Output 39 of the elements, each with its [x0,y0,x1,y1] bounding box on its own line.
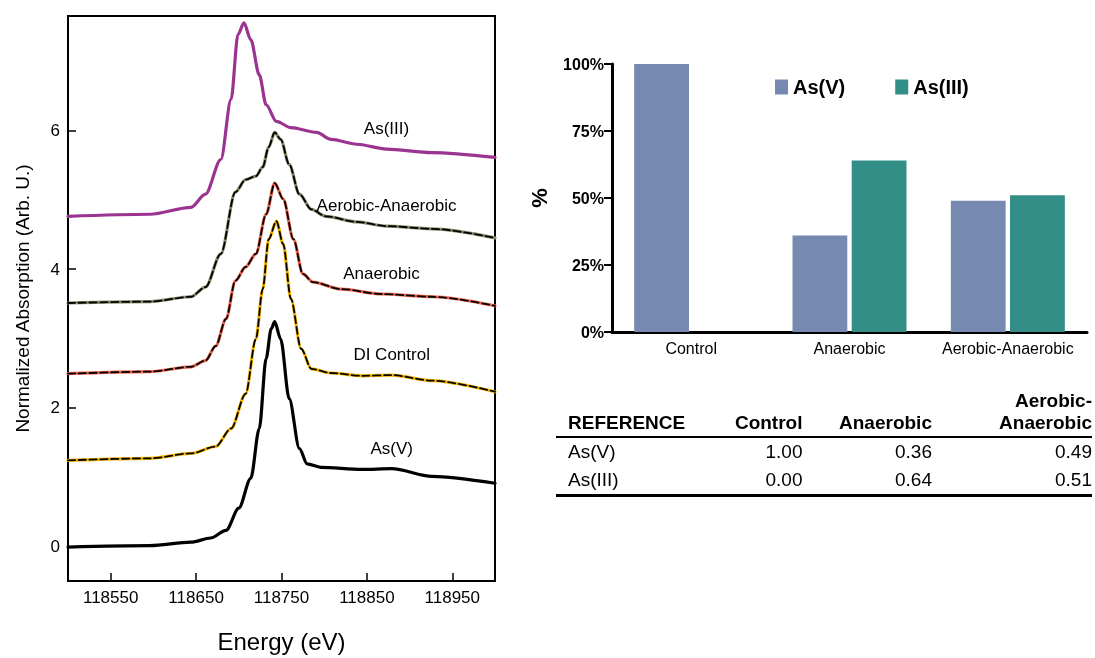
x-tick-label: 118750 [253,588,310,607]
legend-label: As(III) [913,76,969,98]
category-label: Control [701,388,803,437]
text: 0.64 [894,469,932,490]
y-axis-title: Normalized Absorption (Arb. U.) [12,164,33,433]
category-label: As(III) [568,469,619,490]
series-label: Aerobic-Anaerobic [316,196,457,216]
text: 0.00 [765,469,803,490]
legend-label: As(V) [793,76,846,98]
x-axis-title: Energy (eV) [217,627,346,655]
y-tick-label: 4 [50,259,60,279]
x-tick-label: 118850 [339,588,395,607]
y-axis-title: % [526,188,552,208]
y-tick-label: 75% [571,122,604,140]
text: REFERENCE [556,388,702,437]
series-label: Anaerobic [343,263,421,283]
y-tick-label: 2 [50,398,60,418]
x-tick-label: 118950 [424,588,481,607]
category-label: As(V) [568,441,616,462]
y-tick-label: 0% [580,323,604,341]
y-tick-label: 25% [571,256,604,274]
x-tick-label: Anaerobic [813,339,886,357]
text: 0.36 [894,441,932,462]
category-label: Aerobic-Anaerobic [931,388,1092,437]
text: 0.49 [1055,441,1092,462]
text: 0.51 [1055,469,1092,490]
series-label: As(V) [370,438,413,458]
series-label: As(III) [363,119,410,139]
text: 1.00 [765,441,803,462]
x-tick-label: 118650 [168,588,224,607]
y-tick-label: 100% [563,55,604,73]
y-tick-label: 0 [50,536,60,556]
x-tick-label: Aerobic-Anaerobic [942,339,1074,357]
y-tick-label: 50% [571,189,604,207]
y-tick-label: 6 [50,120,60,140]
category-label: Anaerobic [802,388,932,437]
x-tick-label: Control [665,339,717,357]
x-tick-label: 118550 [82,588,139,607]
series-label: DI Control [353,345,430,365]
